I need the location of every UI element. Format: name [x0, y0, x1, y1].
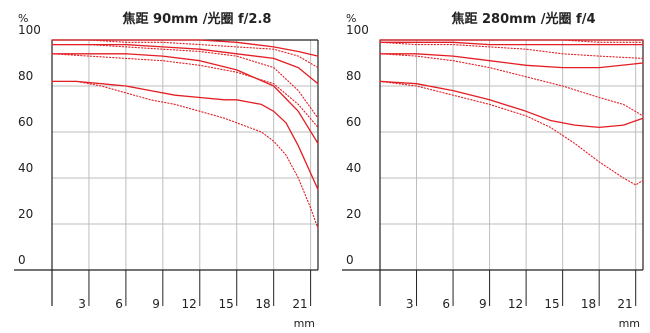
chart-title: 焦距 280mm /光圈 f/4 [450, 11, 595, 27]
x-tick-label: 9 [152, 297, 160, 311]
y-tick-label: 20 [346, 207, 361, 221]
mtf-curve-dotted [379, 39, 644, 43]
x-axis-label: mm [619, 317, 640, 329]
x-tick-label: 18 [255, 297, 270, 311]
x-tick-label: 21 [617, 297, 632, 311]
x-tick-label: 12 [508, 297, 523, 311]
y-tick-label: 60 [18, 115, 33, 129]
x-tick-label: 15 [544, 297, 559, 311]
mtf-curve-dotted [379, 53, 644, 117]
y-tick-label: 100 [18, 23, 41, 37]
mtf-curve-dotted [379, 41, 644, 59]
x-tick-label: 6 [115, 297, 123, 311]
y-tick-label: 60 [346, 115, 361, 129]
mtf-curve-dotted [379, 80, 644, 186]
mtf-chart-2: 焦距 280mm /光圈 f/4% 0 20 40 60 80 100 3 6 9 12 15 18 21… [342, 11, 644, 330]
x-tick-label: 15 [218, 297, 233, 311]
x-tick-label: 12 [181, 297, 196, 311]
y-tick-label: 20 [18, 207, 33, 221]
y-tick-label: 100 [346, 23, 369, 37]
mtf-curve-solid [51, 43, 319, 85]
chart-title: 焦距 90mm /光圈 f/2.8 [122, 11, 272, 27]
mtf-curve-dotted [51, 44, 319, 119]
y-axis-label: % [18, 12, 28, 25]
mtf-curve-dotted [51, 39, 319, 69]
x-tick-label: 3 [406, 297, 414, 311]
mtf-curve-solid [379, 41, 644, 46]
mtf-curve-solid [379, 80, 644, 129]
x-tick-label: 21 [292, 297, 307, 311]
mtf-curve-dotted [51, 53, 319, 128]
x-tick-label: 3 [78, 297, 86, 311]
x-axis-label: mm [294, 317, 315, 329]
y-tick-label: 40 [346, 161, 361, 175]
y-axis-label: % [346, 12, 356, 25]
y-tick-label: 80 [18, 69, 33, 83]
x-tick-label: 9 [479, 297, 487, 311]
mtf-curve-solid [51, 53, 319, 145]
x-tick-label: 18 [581, 297, 596, 311]
mtf-curve-solid [379, 53, 644, 69]
y-tick-label: 40 [18, 161, 33, 175]
y-tick-label: 80 [346, 69, 361, 83]
y-tick-label: 0 [18, 253, 26, 267]
y-tick-label: 0 [346, 253, 354, 267]
mtf-curve-dotted [51, 80, 319, 230]
mtf-curve-solid [51, 80, 319, 191]
mtf-chart-1: 焦距 90mm /光圈 f/2.8% 0 20 40 60 80 100 3 6 9 12 15 18 2… [14, 11, 319, 330]
mtf-curve-solid [51, 39, 319, 57]
x-tick-label: 6 [442, 297, 450, 311]
